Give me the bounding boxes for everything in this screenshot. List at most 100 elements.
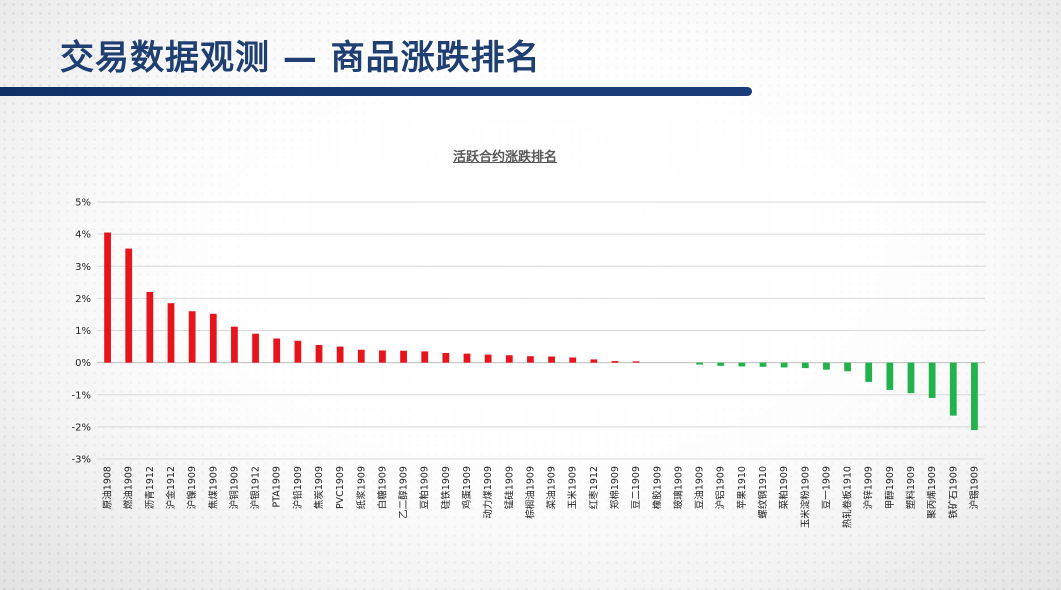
x-tick-label: 豆二1909 — [631, 466, 642, 509]
bar-螺纹钢1910 — [759, 362, 767, 367]
bar-燃油1909 — [125, 248, 133, 363]
x-tick-label: 沪铜1909 — [228, 466, 240, 509]
bar-焦煤1909 — [209, 313, 217, 363]
bar-动力煤1909 — [484, 354, 492, 363]
x-tick-label: 甲醇1909 — [884, 466, 896, 509]
bar-沪金1912 — [167, 303, 175, 363]
x-tick-label: 玉米1909 — [567, 466, 579, 509]
x-tick-label: 郑棉1909 — [609, 466, 621, 509]
x-tick-label: 玻璃1909 — [672, 466, 684, 509]
x-tick-label: 塑料1909 — [905, 466, 917, 509]
bar-热轧卷板1910 — [844, 362, 851, 372]
page-title: 交易数据观测 — 商品涨跌排名 — [60, 38, 541, 78]
bar-郑棉1909 — [611, 361, 619, 363]
y-tick-label: -3% — [72, 455, 91, 466]
bar-沪锡1909 — [971, 362, 978, 431]
bar-鸡蛋1909 — [463, 353, 471, 363]
x-tick-label: 热轧卷板1910 — [842, 466, 854, 528]
bar-PVC1909 — [336, 346, 344, 363]
bar-豆粕1909 — [421, 351, 429, 363]
x-tick-label: 棕榈油1909 — [524, 466, 536, 519]
bar-聚丙烯1909 — [928, 362, 936, 398]
bar-棕榈油1909 — [527, 356, 534, 363]
x-tick-label: 纸浆1909 — [355, 466, 367, 509]
x-tick-label: PVC1909 — [335, 466, 346, 509]
bar-PTA1909 — [273, 338, 281, 363]
x-tick-label: 铁矿石1909 — [947, 466, 959, 519]
x-tick-label: 鸡蛋1909 — [461, 466, 473, 509]
x-tick-label: 沪铝1909 — [715, 466, 727, 509]
x-tick-label: 苹果1910 — [736, 466, 748, 509]
y-tick-label: 2% — [75, 294, 91, 305]
x-tick-label: 动力煤1909 — [482, 466, 494, 519]
bar-原油1908 — [104, 232, 111, 363]
y-tick-label: 4% — [75, 230, 91, 241]
x-tick-label: 沪镍1909 — [186, 466, 198, 509]
x-tick-label: 沪锡1909 — [968, 466, 980, 509]
x-tick-label: 聚丙烯1909 — [926, 466, 938, 519]
x-tick-label: 沥青1912 — [144, 466, 156, 509]
x-tick-label: 沪银1912 — [250, 466, 262, 509]
x-tick-label: 乙二醇1909 — [398, 466, 410, 519]
bar-沪铅1909 — [294, 340, 302, 363]
bar-塑料1909 — [907, 362, 915, 394]
bar-甲醇1909 — [886, 362, 894, 390]
y-tick-label: 5% — [75, 198, 91, 209]
x-tick-label: 豆粕1909 — [419, 466, 431, 509]
bar-纸浆1909 — [357, 349, 365, 363]
bar-焦炭1909 — [315, 344, 323, 363]
x-tick-label: 菜粕1909 — [778, 466, 790, 509]
x-tick-label: 橡胶1909 — [651, 466, 663, 509]
y-axis-ticks: -3% -2% -1% 0% 1% 2% 3% 4% 5% — [72, 198, 91, 466]
chart-title: 活跃合约涨跌排名 — [452, 150, 557, 165]
bar-苹果1910 — [738, 362, 746, 367]
bar-豆二1909 — [632, 361, 640, 363]
x-axis-ticks: 原油1908 燃油1909 沥青1912 沪金1912 沪镍1909 焦煤1909 沪铜19… — [102, 466, 981, 528]
bar-硅铁1909 — [442, 352, 450, 363]
x-tick-label: 红枣1912 — [588, 466, 600, 509]
x-tick-label: PTA1909 — [272, 466, 283, 507]
bar-豆一1909 — [823, 362, 830, 370]
gridlines — [97, 201, 985, 460]
bar-沪铝1909 — [717, 362, 725, 366]
bar-菜粕1909 — [780, 362, 788, 368]
x-tick-label: 沪铅1909 — [292, 466, 304, 509]
x-tick-label: 焦炭1909 — [313, 466, 325, 509]
x-tick-label: 硅铁1909 — [440, 466, 452, 509]
bar-锰硅1909 — [505, 355, 513, 363]
bar-红枣1912 — [590, 359, 598, 363]
x-tick-label: 锰硅1909 — [503, 466, 515, 509]
x-tick-label: 白糖1909 — [376, 466, 388, 509]
bar-白糖1909 — [379, 350, 386, 363]
bar-乙二醇1909 — [400, 350, 407, 363]
x-tick-label: 沪金1912 — [165, 466, 177, 509]
bar-铁矿石1909 — [949, 362, 957, 416]
bar-沪铜1909 — [231, 326, 238, 363]
y-tick-label: 1% — [75, 326, 91, 337]
bar-沪锌1909 — [865, 362, 873, 382]
y-tick-label: -1% — [72, 390, 91, 401]
bar-沪镍1909 — [188, 311, 196, 363]
bar-沥青1912 — [146, 291, 154, 363]
bar-豆油1909 — [696, 362, 703, 365]
x-tick-label: 焦煤1909 — [207, 466, 219, 509]
x-tick-label: 玉米淀粉1909 — [799, 466, 811, 528]
x-tick-label: 螺纹钢1910 — [757, 466, 769, 519]
title-underline-bar — [0, 87, 752, 96]
y-tick-label: 0% — [75, 358, 91, 369]
bar-菜油1909 — [548, 356, 555, 363]
x-tick-label: 豆一1909 — [821, 466, 832, 509]
x-tick-label: 燃油1909 — [123, 466, 135, 509]
bars — [104, 232, 978, 431]
x-tick-label: 豆油1909 — [694, 466, 706, 509]
bar-玉米1909 — [569, 357, 577, 363]
x-tick-label: 沪锌1909 — [863, 466, 875, 509]
x-tick-label: 原油1908 — [102, 466, 114, 509]
bar-玉米淀粉1909 — [801, 362, 809, 369]
x-tick-label: 菜油1909 — [546, 466, 558, 509]
y-tick-label: 3% — [75, 262, 91, 273]
bar-沪银1912 — [252, 333, 259, 363]
y-tick-label: -2% — [72, 422, 91, 433]
